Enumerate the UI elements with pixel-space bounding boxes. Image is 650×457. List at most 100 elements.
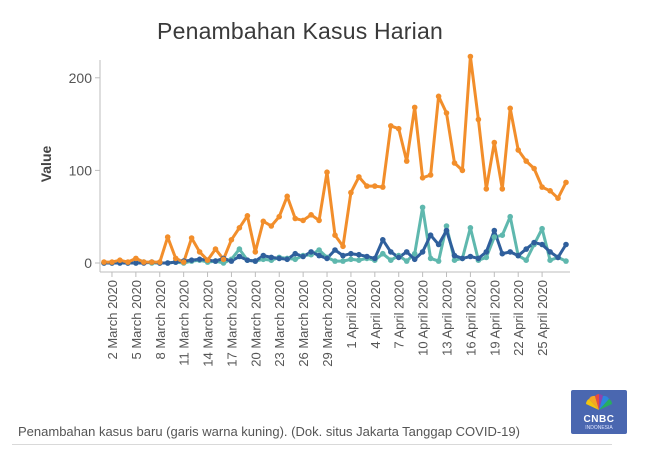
data-point-0-13	[205, 257, 211, 263]
data-point-2-14	[213, 258, 219, 264]
data-point-0-39	[412, 105, 418, 111]
x-tick-label: 14 March 2020	[201, 280, 216, 367]
data-point-0-19	[253, 249, 259, 255]
data-point-0-9	[173, 256, 179, 262]
data-point-1-29	[332, 258, 338, 264]
data-point-0-5	[141, 259, 147, 265]
data-point-2-30	[340, 253, 346, 259]
data-point-0-15	[221, 257, 227, 263]
data-point-0-28	[324, 169, 330, 175]
data-point-1-40	[420, 205, 426, 211]
data-point-1-27	[316, 247, 322, 253]
data-point-0-58	[563, 180, 569, 186]
data-point-1-31	[348, 257, 354, 263]
data-point-2-12	[197, 257, 203, 263]
data-point-2-21	[269, 255, 275, 261]
data-point-0-26	[308, 212, 314, 218]
data-point-1-39	[412, 251, 418, 257]
data-point-1-50	[500, 232, 506, 238]
data-point-0-25	[300, 218, 306, 224]
data-point-0-4	[133, 256, 139, 262]
data-point-0-7	[157, 259, 163, 265]
data-point-0-45	[460, 168, 466, 174]
data-point-2-54	[531, 240, 537, 246]
data-point-1-24	[292, 257, 298, 263]
y-tick-label: 100	[69, 162, 93, 178]
peacock-icon	[585, 394, 613, 410]
data-point-0-53	[523, 158, 529, 164]
data-point-2-36	[388, 249, 394, 255]
data-point-2-40	[420, 249, 426, 255]
x-tick-label: 26 March 2020	[296, 280, 311, 367]
figure-caption: Penambahan kasus baru (garis warna kunin…	[18, 424, 520, 439]
data-point-2-51	[507, 249, 513, 255]
data-point-1-38	[404, 258, 410, 264]
data-point-1-17	[237, 246, 243, 252]
x-tick-label: 25 April 2020	[535, 280, 550, 356]
data-point-2-52	[515, 253, 521, 259]
data-point-2-17	[237, 254, 243, 260]
x-tick-label: 13 April 2020	[440, 280, 455, 356]
data-point-2-11	[189, 257, 195, 263]
data-point-1-48	[484, 255, 490, 261]
data-point-0-8	[165, 234, 171, 240]
data-point-0-24	[292, 216, 298, 222]
data-point-0-0	[101, 259, 107, 265]
data-point-0-40	[420, 175, 426, 181]
data-point-2-37	[396, 255, 402, 261]
y-axis-label: Value	[38, 146, 54, 183]
data-point-0-57	[555, 195, 561, 201]
data-point-0-34	[372, 183, 378, 189]
data-point-0-33	[364, 183, 370, 189]
data-point-2-18	[245, 257, 251, 263]
data-point-0-2	[117, 257, 123, 263]
data-point-1-36	[388, 257, 394, 263]
data-point-2-31	[348, 251, 354, 257]
x-tick-label: 7 April 2020	[392, 280, 407, 349]
data-point-0-50	[500, 186, 506, 192]
data-point-0-48	[484, 186, 490, 192]
data-point-0-51	[507, 106, 513, 112]
x-tick-label: 4 April 2020	[368, 280, 383, 349]
data-point-1-32	[356, 257, 362, 263]
data-point-2-28	[324, 256, 330, 262]
data-point-0-17	[237, 225, 243, 231]
data-point-0-49	[492, 140, 498, 146]
data-point-0-21	[269, 223, 275, 229]
data-point-1-41	[428, 256, 434, 262]
x-tick-label: 10 April 2020	[416, 280, 431, 356]
data-point-2-16	[229, 258, 235, 264]
y-tick-label: 200	[69, 70, 93, 86]
data-point-0-1	[109, 259, 115, 265]
data-point-0-6	[149, 259, 155, 265]
data-point-2-58	[563, 242, 569, 248]
data-point-0-20	[261, 219, 267, 225]
data-point-0-31	[348, 190, 354, 196]
x-tick-label: 11 March 2020	[177, 280, 192, 366]
data-point-2-49	[492, 228, 498, 234]
x-tick-label: 19 April 2020	[487, 280, 502, 356]
x-tick-label: 23 March 2020	[272, 280, 287, 367]
data-point-1-55	[539, 226, 545, 232]
data-point-0-54	[531, 166, 537, 172]
data-point-1-49	[492, 234, 498, 240]
data-point-0-30	[340, 244, 346, 250]
data-point-2-20	[261, 253, 267, 259]
data-point-1-30	[340, 258, 346, 264]
data-point-1-46	[468, 225, 474, 231]
x-tick-label: 20 March 2020	[248, 280, 263, 367]
data-point-1-35	[380, 251, 386, 257]
data-point-0-37	[396, 126, 402, 132]
data-point-0-35	[380, 184, 386, 190]
data-point-0-44	[452, 160, 458, 166]
x-tick-label: 1 April 2020	[344, 280, 359, 349]
data-point-1-51	[507, 214, 513, 220]
data-point-0-36	[388, 123, 394, 129]
data-point-2-8	[165, 260, 171, 266]
data-point-2-34	[372, 256, 378, 262]
data-point-0-38	[404, 158, 410, 164]
data-point-0-22	[276, 214, 282, 220]
data-point-2-32	[356, 252, 362, 258]
data-point-2-22	[276, 256, 282, 262]
